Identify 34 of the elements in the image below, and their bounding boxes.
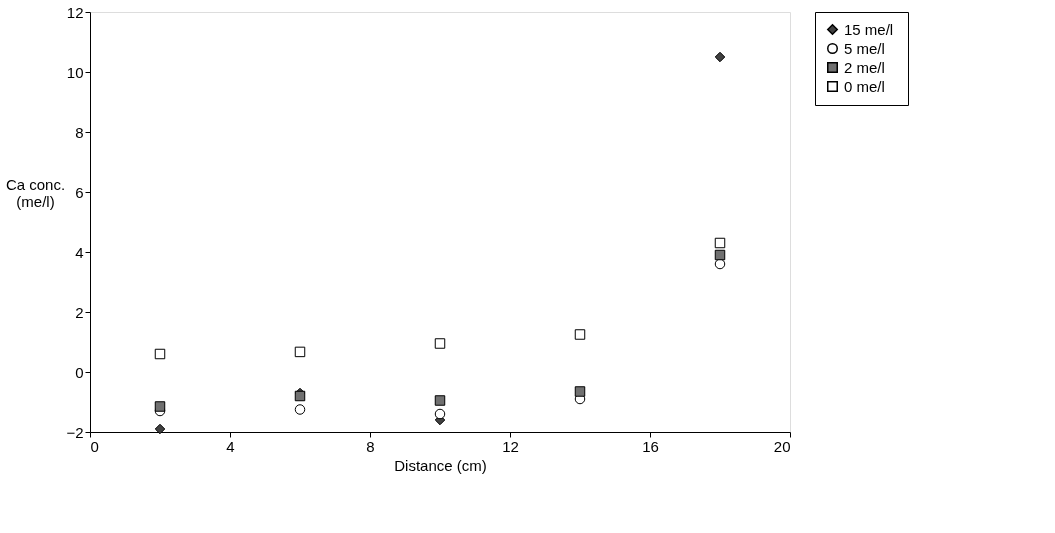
y-tick-label: −2 (66, 423, 84, 441)
point (154, 401, 166, 412)
point (294, 404, 306, 415)
legend-label: 2 me/l (844, 58, 885, 76)
y-tick-label: 10 (66, 63, 84, 81)
point (294, 346, 306, 358)
y-tick-label: 2 (75, 303, 84, 321)
point (434, 338, 446, 349)
point (574, 386, 586, 397)
legend-label: 0 me/l (844, 77, 885, 95)
x-tick-label: 4 (226, 437, 235, 455)
x-tick-label: 0 (90, 437, 99, 455)
y-tick-label: 4 (75, 243, 84, 261)
y-tick-label: 12 (66, 3, 84, 21)
point (714, 237, 726, 249)
point (154, 348, 166, 360)
point (574, 329, 586, 340)
x-tick-label: 20 (773, 437, 791, 455)
point (154, 423, 166, 435)
legend-label: 15 me/l (844, 20, 894, 38)
point (714, 258, 726, 270)
point (434, 395, 446, 406)
y-tick-label: 0 (75, 363, 84, 381)
y-axis-title: Ca conc. (me/l) (5, 175, 66, 210)
x-tick-label: 8 (366, 437, 375, 455)
point (714, 249, 726, 261)
x-tick-label: 12 (502, 437, 519, 455)
y-tick-label: 8 (75, 123, 84, 141)
x-tick-label: 16 (642, 437, 659, 455)
point (714, 51, 726, 63)
y-tick-label: 6 (75, 183, 84, 201)
point (434, 408, 446, 420)
legend-label: 5 me/l (844, 39, 885, 57)
x-axis-title: Distance (cm) (394, 456, 487, 474)
